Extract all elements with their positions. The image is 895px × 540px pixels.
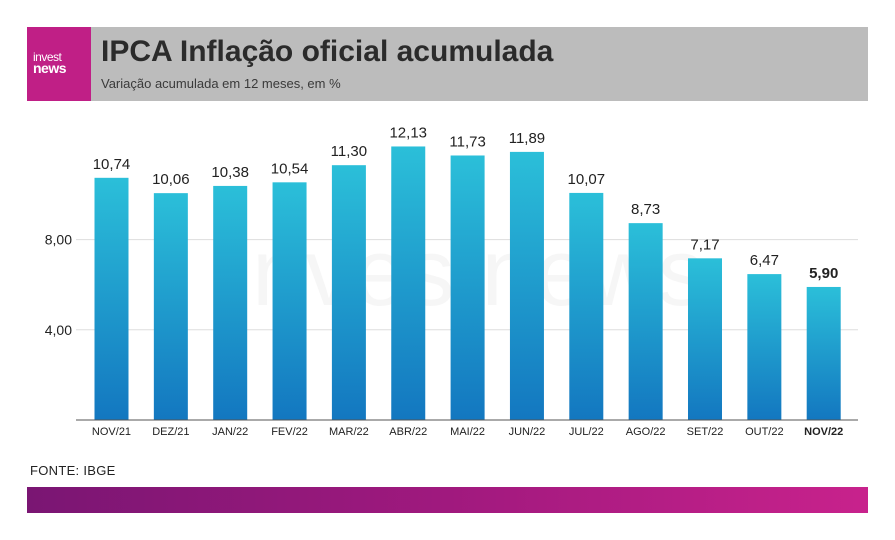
x-tick-label: JAN/22	[212, 426, 248, 438]
x-tick-label: JUL/22	[569, 426, 604, 438]
data-label: 10,74	[93, 156, 131, 173]
source-note: FONTE: IBGE	[30, 463, 116, 478]
bar-mai-22	[450, 155, 485, 420]
bar-out-22	[747, 274, 782, 420]
bar-jun-22	[509, 151, 544, 420]
x-tick-label: NOV/21	[92, 426, 131, 438]
data-label: 11,30	[331, 143, 367, 160]
x-tick-label: DEZ/21	[152, 426, 189, 438]
x-tick-label: SET/22	[687, 426, 724, 438]
data-label: 10,38	[211, 164, 249, 181]
logo-text-invest: invest	[33, 50, 62, 64]
x-tick-label: ABR/22	[389, 426, 427, 438]
page-title: IPCA Inflação oficial acumulada	[101, 35, 554, 68]
x-tick-label: NOV/22	[804, 426, 843, 438]
bar-nov-21	[94, 177, 129, 420]
y-tick-label: 4,00	[45, 322, 72, 338]
y-tick-label: 8,00	[45, 232, 72, 248]
data-label: 6,47	[750, 252, 779, 269]
bar-jan-22	[213, 185, 248, 420]
data-label: 8,73	[631, 201, 660, 218]
footer-bar	[27, 487, 868, 513]
x-tick-label: MAR/22	[329, 426, 369, 438]
y-axis-ticks: 4,00 8,00	[45, 232, 72, 338]
x-tick-label: FEV/22	[271, 426, 308, 438]
brand-logo: invest news	[27, 27, 91, 101]
bar-abr-22	[391, 146, 426, 420]
data-label: 7,17	[690, 236, 719, 253]
bar-nov-22	[806, 286, 841, 420]
page-subtitle: Variação acumulada em 12 meses, em %	[101, 76, 341, 91]
x-tick-label: AGO/22	[626, 426, 666, 438]
bar-jul-22	[569, 192, 604, 420]
data-label: 11,73	[449, 133, 485, 150]
bars	[94, 146, 841, 420]
x-tick-label: MAI/22	[450, 426, 485, 438]
x-axis-ticks: NOV/21 DEZ/21 JAN/22 FEV/22 MAR/22 ABR/22 MAI/…	[92, 426, 843, 438]
x-tick-label: JUN/22	[509, 426, 546, 438]
bar-mar-22	[331, 165, 366, 420]
x-tick-label: OUT/22	[745, 426, 784, 438]
bar-ago-22	[628, 223, 663, 420]
bar-fev-22	[272, 182, 307, 420]
data-label: 5,90	[809, 265, 838, 282]
data-label: 10,06	[152, 171, 190, 188]
data-label: 11,89	[509, 130, 545, 147]
bar-set-22	[688, 258, 722, 420]
data-label: 10,54	[271, 160, 309, 177]
data-label: 12,13	[389, 124, 427, 141]
data-labels: 10,74 10,06 10,38 10,54 11,30 12,13 11,73 11,89…	[93, 124, 839, 281]
data-label: 10,07	[568, 171, 606, 188]
logo-text-news: news	[33, 60, 67, 76]
bar-dez-21	[153, 193, 188, 420]
header: invest news IPCA Inflação oficial acumul…	[27, 27, 868, 101]
